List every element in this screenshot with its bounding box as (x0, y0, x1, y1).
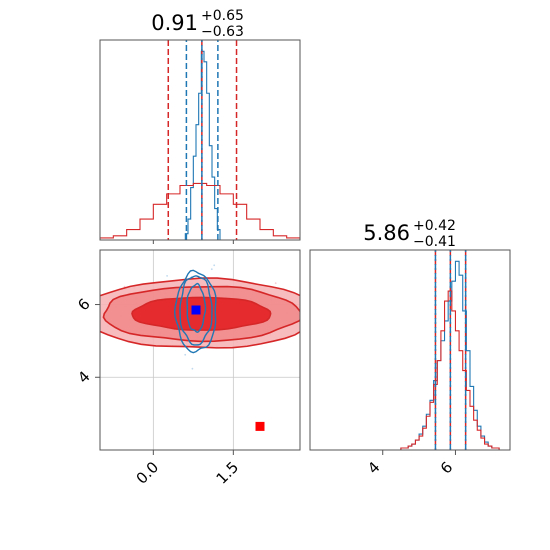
joint-marker-0 (191, 305, 201, 315)
p2-title-value: 5.86 (363, 221, 410, 245)
p1-title-plus: +0.65 (201, 8, 244, 24)
p2-x-tick-label-1: 6 (437, 458, 456, 477)
joint-red-sample (89, 340, 91, 342)
p1-histogram-content (100, 40, 300, 240)
joint-red-sample (274, 282, 277, 284)
p1-x-ticks (152, 240, 234, 244)
joint-blue-contour-2 (173, 269, 217, 354)
joint-blue-sample (213, 264, 216, 267)
joint-marker-1 (255, 421, 265, 431)
p2-histogram-content (400, 250, 500, 450)
joint-blue-sample (210, 268, 213, 271)
joint-x-tick-label-0: 0.0 (133, 458, 163, 488)
joint-x-tick-label-1: 1.5 (213, 458, 243, 488)
p1-title-value: 0.91 (151, 11, 198, 35)
joint-y-tick-label-1: 6 (74, 295, 93, 314)
joint-blue-contour-0 (186, 282, 207, 334)
p1-hist-red (100, 182, 300, 240)
joint-axes-frame (99, 249, 301, 451)
p1-hist-blue (184, 50, 221, 240)
joint-red-contour-2 (131, 296, 272, 331)
p1-title: 0.91 +0.65 −0.63 (151, 8, 244, 40)
p1-title-minus: −0.63 (201, 24, 244, 40)
p2-title-minus: −0.41 (413, 234, 456, 250)
p2-title-plus: +0.42 (413, 218, 456, 234)
joint-contour-panel: 0.0 1.5 4 6 (55, 249, 301, 488)
p1-histogram-panel (99, 39, 301, 244)
p2-x-tick-label-0: 4 (364, 458, 383, 477)
p2-axes-frame (309, 249, 511, 451)
joint-blue-sample (166, 275, 169, 277)
joint-blue-sample (191, 367, 194, 370)
p1-axes-frame (99, 39, 301, 241)
joint-red-sample (55, 304, 57, 306)
joint-blue-contour-1 (179, 275, 213, 346)
joint-blue-sample (184, 353, 187, 356)
joint-y-tick-label-0: 4 (74, 368, 93, 387)
joint-contour-content (55, 264, 300, 431)
p2-title: 5.86 +0.42 −0.41 (363, 218, 456, 250)
